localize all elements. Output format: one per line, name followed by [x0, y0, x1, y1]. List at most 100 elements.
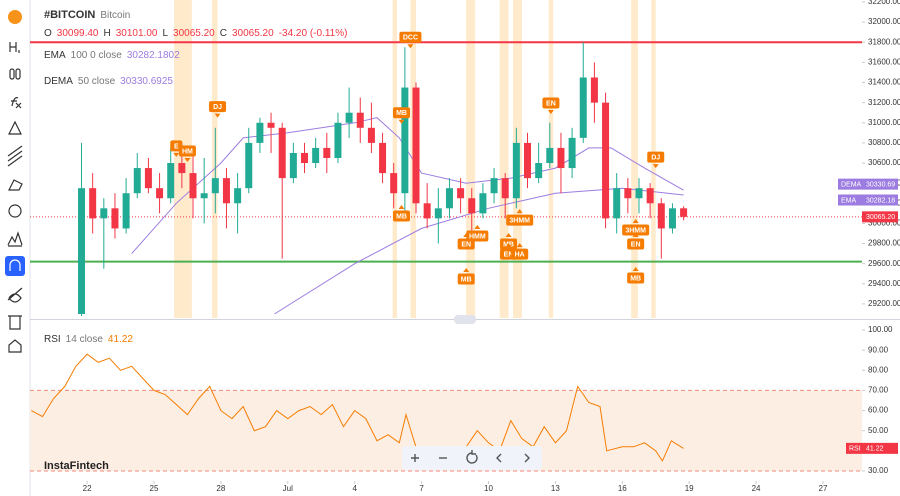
home-icon[interactable] [8, 339, 22, 353]
candle-body [490, 178, 498, 194]
lines-icon[interactable] [7, 145, 23, 167]
y-tick-label: 31400.00 [868, 78, 900, 87]
candle-body [602, 102, 610, 219]
ohlc-label: C [219, 28, 227, 39]
candle-body [144, 168, 152, 189]
candle-body [78, 188, 86, 314]
price-tag-box [862, 211, 898, 223]
indicator-value: 30282.1802 [126, 50, 180, 61]
shape-icon[interactable] [8, 120, 22, 135]
y-tick-label: 31000.00 [868, 118, 900, 127]
pattern-icon[interactable] [7, 231, 23, 247]
price-tag: 30065.20 [866, 214, 895, 221]
event-label-box [506, 214, 534, 226]
measure-icon[interactable] [9, 42, 20, 53]
event-label-box [627, 272, 645, 284]
candle-body [613, 188, 621, 219]
indicator-params: 100 0 close [70, 50, 122, 61]
indicator-value: 41.22 [107, 334, 133, 345]
y-tick-label: 32200.00 [868, 0, 900, 6]
candle-body [189, 173, 197, 199]
candle-body [657, 203, 665, 229]
event-arrow [632, 267, 639, 272]
candle-body [111, 208, 119, 229]
y-tick-label: 30600.00 [868, 158, 900, 167]
header-row: DEMA 50 close 30330.6925 [44, 76, 178, 87]
rsi-tick-label: 70.00 [868, 386, 889, 395]
rsi-tag-box [862, 442, 898, 454]
candle-body [245, 142, 253, 189]
x-tick-label: 16 [618, 484, 627, 493]
ohlc-value: 30099.40 [56, 28, 99, 39]
indicator-value: 30330.6925 [120, 76, 173, 87]
reset-button[interactable] [466, 450, 478, 464]
candle-body [379, 142, 387, 174]
tag-name-box [838, 178, 862, 190]
y-tick-label: 29600.00 [868, 259, 900, 268]
header-row: RSI 14 close 41.22 [44, 334, 138, 345]
candle-body [423, 203, 431, 219]
scroll-left-button[interactable] [496, 453, 502, 463]
brush-icon[interactable] [8, 179, 23, 191]
candle-body [89, 188, 97, 219]
y-tick-label: 32000.00 [868, 17, 900, 26]
x-tick-label: 25 [150, 484, 159, 493]
candle-body [535, 163, 543, 179]
event-arrow [474, 224, 481, 229]
candle-body [211, 178, 219, 194]
event-label-box [457, 273, 475, 285]
magnet-icon[interactable] [5, 256, 25, 276]
candle-body [624, 188, 632, 199]
emoji-icon[interactable] [8, 204, 22, 218]
event-arrow [407, 44, 414, 49]
event-arrow [463, 233, 470, 238]
event-label-box [209, 101, 227, 113]
tag-name-box [838, 194, 862, 206]
event-band [631, 0, 638, 318]
event-label-box [647, 151, 665, 163]
event-label: HA [515, 251, 525, 258]
zoom-bar [402, 446, 542, 470]
candle-body [445, 188, 453, 209]
candle-body [222, 178, 230, 204]
event-arrow [516, 243, 523, 248]
rsi-tick-label: 100.00 [868, 325, 893, 334]
pane-resize-handle[interactable] [454, 315, 476, 324]
event-label: HMM [469, 233, 486, 240]
rsi-tick-label: 80.00 [868, 365, 889, 374]
candle-body [367, 127, 375, 143]
y-tick-label: 30000.00 [868, 219, 900, 228]
event-arrow [463, 268, 470, 273]
candle-body [323, 147, 331, 158]
y-tick-label: 30800.00 [868, 138, 900, 147]
candle-body [680, 208, 688, 217]
x-tick-label: 4 [352, 484, 357, 493]
x-tick-label: 27 [819, 484, 828, 493]
tag-name: DEMA [841, 181, 862, 188]
indicator-params: 14 close [65, 334, 103, 345]
zoom-in-button[interactable] [411, 454, 419, 462]
scroll-right-button[interactable] [524, 453, 530, 463]
ohlc-value: 30065.20 [173, 28, 215, 39]
event-label-box [627, 238, 645, 250]
candle-body [122, 193, 130, 229]
candle-body [646, 188, 654, 204]
indicator-icon[interactable] [9, 68, 15, 80]
indicator-name: DEMA [44, 76, 73, 87]
ohlc-label: H [103, 28, 111, 39]
event-band [211, 0, 218, 318]
event-label: EN [461, 241, 471, 248]
candle-body [156, 188, 164, 199]
candle-body [479, 193, 487, 214]
rsi-tick-label: 90.00 [868, 345, 889, 354]
candle-body [390, 173, 398, 194]
hide-icon[interactable] [7, 287, 23, 303]
candle-body [546, 147, 554, 164]
trash-icon[interactable] [8, 315, 22, 330]
function-icon[interactable] [11, 97, 22, 109]
y-tick-label: 31600.00 [868, 58, 900, 67]
toolbar-icons [5, 10, 25, 353]
x-tick-label: 22 [83, 484, 92, 493]
symbol-name: Bitcoin [100, 10, 131, 21]
bitcoin-icon[interactable] [8, 10, 22, 24]
